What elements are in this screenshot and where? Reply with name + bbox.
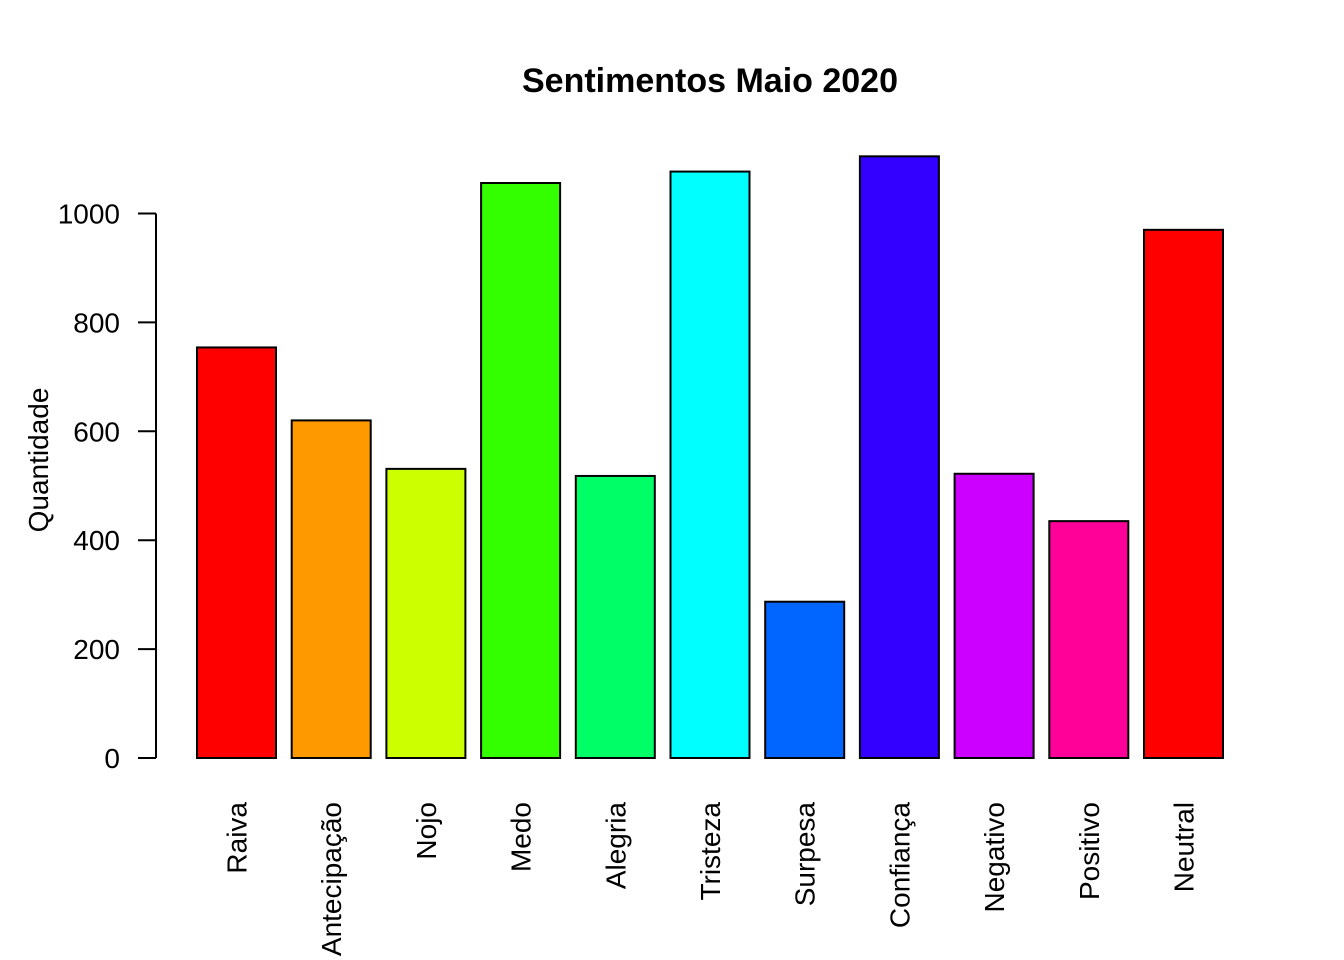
x-tick-label: Alegria bbox=[600, 802, 631, 890]
y-tick-label: 600 bbox=[73, 416, 120, 447]
bar-antecipação bbox=[290, 419, 372, 759]
bar-neutral bbox=[1143, 228, 1224, 759]
y-tick-label: 800 bbox=[73, 307, 120, 338]
bar-alegria bbox=[574, 474, 656, 759]
bar-medo bbox=[480, 182, 562, 759]
x-tick-label: Medo bbox=[506, 802, 537, 872]
bar-negativo bbox=[953, 472, 1035, 759]
bar-tristeza bbox=[669, 170, 751, 760]
x-tick-label: Negativo bbox=[979, 802, 1010, 913]
bar-confiança bbox=[858, 155, 940, 759]
y-tick-label: 0 bbox=[104, 743, 120, 774]
y-tick-label: 200 bbox=[73, 634, 120, 665]
y-tick-label: 1000 bbox=[58, 199, 120, 230]
x-tick-label: Antecipação bbox=[316, 802, 347, 956]
bar-positivo bbox=[1048, 520, 1130, 760]
x-tick-label: Surpesa bbox=[790, 802, 821, 907]
x-tick-label: Nojo bbox=[411, 802, 442, 860]
bar-nojo bbox=[385, 467, 467, 759]
bar-raiva bbox=[196, 346, 277, 759]
bar-surpesa bbox=[764, 600, 846, 760]
chart-title: Sentimentos Maio 2020 bbox=[522, 62, 898, 100]
x-tick-label: Confiança bbox=[884, 802, 915, 929]
bars bbox=[196, 155, 1224, 760]
x-tick-label: Tristeza bbox=[695, 802, 726, 901]
y-axis: 0 200 400 600 800 1000 bbox=[58, 199, 157, 774]
y-tick-label: 400 bbox=[73, 525, 120, 556]
x-tick-label: Neutral bbox=[1169, 802, 1200, 892]
x-tick-label: Raiva bbox=[222, 802, 253, 874]
x-axis-labels: Raiva Antecipação Nojo Medo Alegria Tristeza S… bbox=[222, 802, 1200, 957]
x-tick-label: Positivo bbox=[1074, 802, 1105, 900]
y-axis-title: Quantidade bbox=[23, 388, 54, 533]
